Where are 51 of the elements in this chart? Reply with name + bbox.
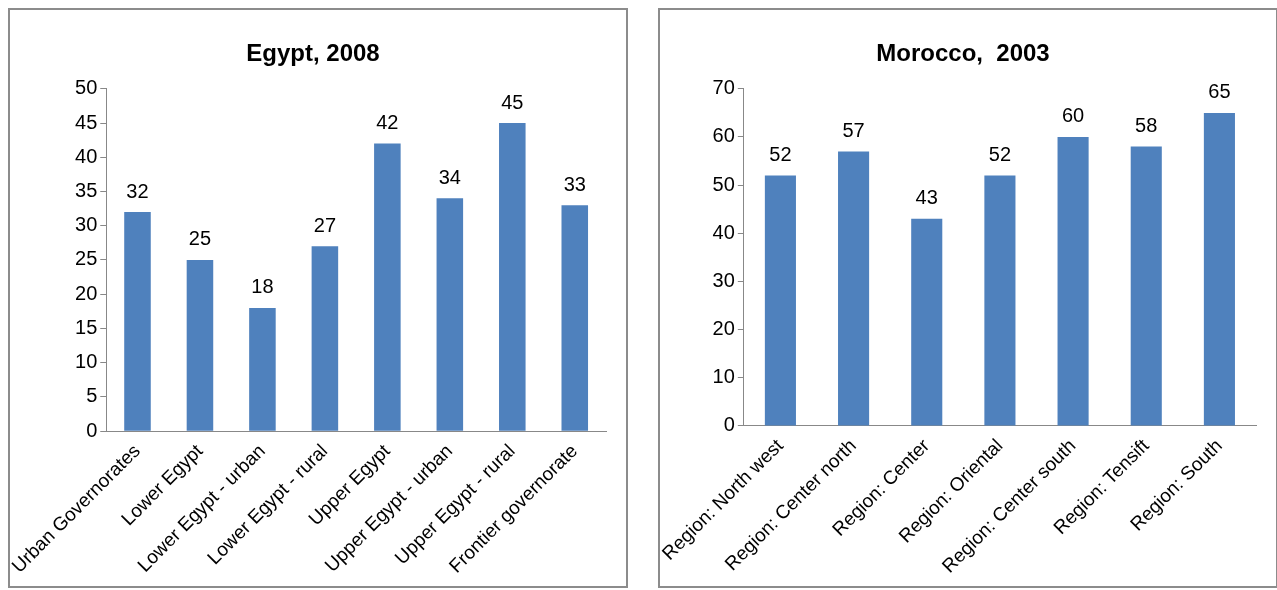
y-tick-label: 60 (712, 124, 735, 147)
chart-title: Morocco, 2003 (876, 39, 1050, 67)
data-label: 65 (1208, 80, 1231, 103)
y-tick-label: 10 (75, 350, 98, 373)
y-tick-label: 10 (712, 365, 735, 388)
data-label: 52 (769, 143, 792, 165)
bar (911, 218, 943, 426)
data-label: 42 (376, 111, 399, 134)
y-tick-label: 40 (712, 220, 735, 243)
data-label: 33 (563, 172, 586, 195)
y-tick-label: 50 (75, 76, 98, 99)
bar (311, 246, 339, 431)
bar (124, 212, 151, 431)
data-label: 57 (842, 118, 865, 141)
data-label: 34 (438, 165, 461, 188)
y-tick-label: 35 (75, 179, 98, 202)
y-tick-label: 0 (723, 413, 735, 436)
bar (984, 175, 1016, 426)
y-tick-label: 20 (75, 281, 98, 304)
y-tick-label: 30 (712, 268, 735, 291)
bar (838, 151, 870, 426)
bar (1057, 136, 1089, 426)
bar (1130, 146, 1162, 426)
data-label: 58 (1135, 114, 1158, 137)
bar (764, 175, 796, 426)
data-label: 18 (251, 275, 274, 298)
data-label: 43 (915, 186, 938, 209)
y-tick-label: 50 (712, 172, 735, 195)
chart-title: Egypt, 2008 (246, 39, 380, 67)
data-label: 27 (313, 213, 337, 236)
data-label: 32 (126, 179, 149, 202)
y-tick-label: 15 (75, 315, 98, 338)
data-label: 60 (1061, 104, 1085, 127)
y-tick-label: 30 (75, 213, 98, 236)
bar (499, 123, 526, 431)
data-label: 45 (501, 90, 524, 113)
y-tick-label: 20 (712, 317, 735, 340)
y-tick-label: 0 (86, 418, 98, 441)
y-tick-label: 45 (75, 110, 98, 133)
data-label: 25 (188, 227, 212, 250)
y-tick-label: 40 (75, 144, 98, 167)
y-tick-label: 25 (75, 247, 98, 270)
bar (374, 143, 401, 431)
bar (436, 198, 464, 431)
bar (1203, 112, 1235, 426)
bar (249, 307, 276, 431)
bar (186, 259, 214, 431)
y-tick-label: 70 (712, 76, 735, 99)
y-tick-label: 5 (86, 384, 98, 407)
data-label: 52 (988, 143, 1012, 165)
bar (561, 205, 589, 431)
